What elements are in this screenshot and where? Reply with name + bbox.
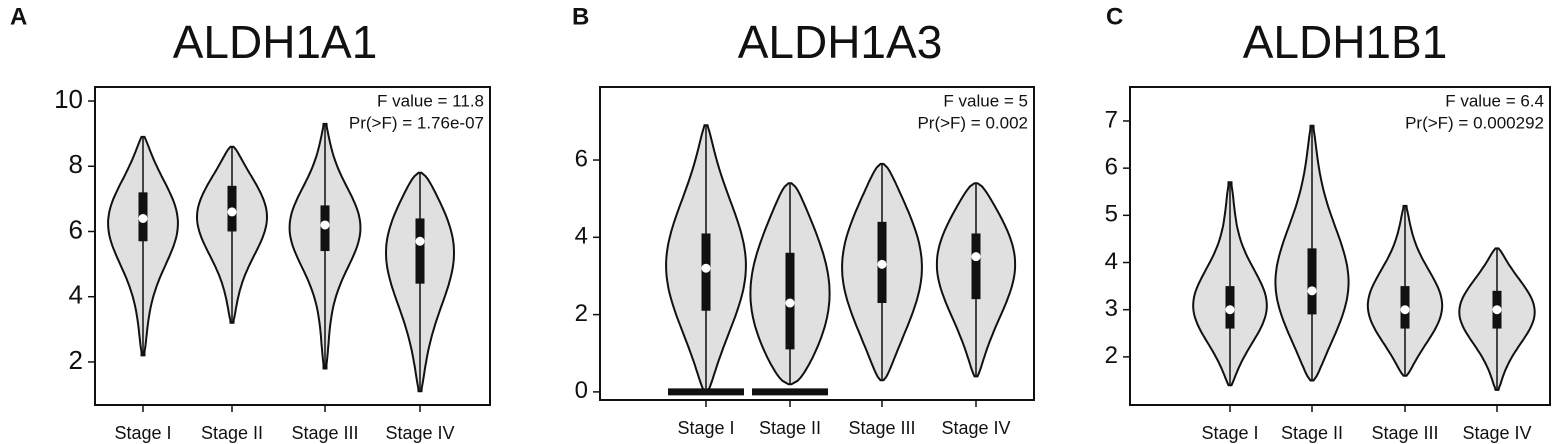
y-tick-label: 6 [575,145,588,172]
median-dot [227,207,237,217]
chart-title: ALDH1B1 [1243,16,1448,68]
panel-label: C [1106,3,1123,30]
y-tick-label: 6 [1105,153,1118,180]
x-tick-label: Stage II [759,418,821,438]
x-tick-label: Stage IV [1462,423,1531,443]
median-dot [701,263,711,273]
median-dot [1307,286,1317,296]
median-dot [971,252,981,262]
y-tick-label: 4 [1105,248,1118,275]
annotation: Pr(>F) = 0.000292 [1405,113,1544,132]
y-tick-label: 2 [575,300,588,327]
x-tick-label: Stage II [1281,423,1343,443]
x-tick-label: Stage III [848,418,915,438]
x-tick-label: Stage I [1201,423,1258,443]
median-dot [138,213,148,223]
annotation: Pr(>F) = 1.76e-07 [349,113,484,132]
plot-frame [94,86,491,406]
annotation: Pr(>F) = 0.002 [917,113,1028,132]
iqr-box [971,233,981,300]
y-tick-label: 4 [69,280,83,310]
x-tick-label: Stage I [677,418,734,438]
chart-title: ALDH1A1 [173,16,378,68]
x-tick-label: Stage IV [941,418,1010,438]
median-dot [1400,305,1410,315]
plot-frame [1129,86,1551,406]
x-tick-label: Stage III [1371,423,1438,443]
x-tick-label: Stage III [291,423,358,443]
panel-label: A [10,3,27,30]
y-tick-label: 4 [575,223,588,250]
median-dot [877,259,887,269]
y-tick-label: 2 [1105,342,1118,369]
median-dot [1225,305,1235,315]
plot-frame [599,86,1035,401]
annotation: F value = 5 [943,91,1028,110]
panel-label: B [572,3,589,30]
y-tick-label: 8 [69,149,83,179]
x-tick-label: Stage I [114,423,171,443]
x-tick-label: Stage II [201,423,263,443]
annotation: F value = 11.8 [377,91,484,110]
iqr-box [415,218,425,284]
median-dot [1492,305,1502,315]
median-dot [785,298,795,308]
y-tick-label: 10 [54,84,83,114]
median-dot [415,236,425,246]
y-tick-label: 0 [575,377,588,404]
y-tick-label: 7 [1105,106,1118,133]
y-tick-label: 6 [69,214,83,244]
y-tick-label: 3 [1105,295,1118,322]
iqr-box [1307,248,1317,315]
annotation: F value = 6.4 [1445,91,1544,110]
y-tick-label: 2 [69,345,83,375]
median-dot [320,220,330,230]
x-tick-label: Stage IV [385,423,454,443]
chart-title: ALDH1A3 [738,16,943,68]
y-tick-label: 5 [1105,201,1118,228]
